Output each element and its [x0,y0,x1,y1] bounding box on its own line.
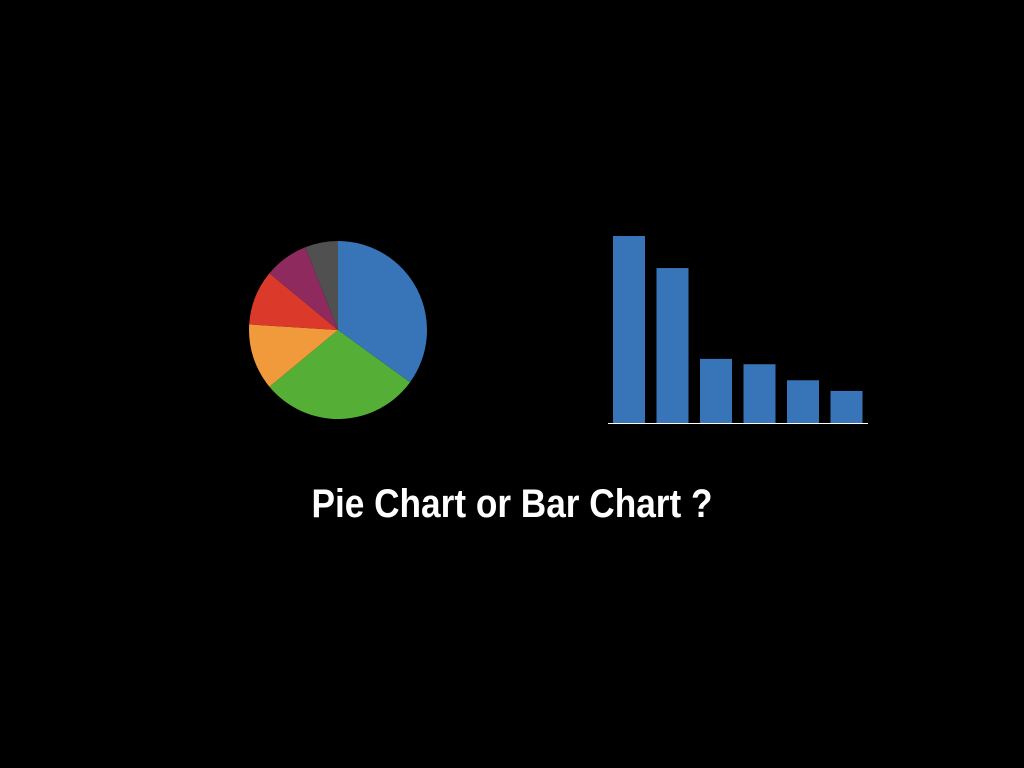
bar-1 [613,236,645,423]
pie-slice-6 [305,241,338,330]
pie-slice-4 [249,273,338,330]
pie-slice-3 [249,324,338,387]
bar-chart [608,236,868,424]
pie-chart [249,241,427,419]
bar-6 [830,390,863,423]
bar-3 [700,358,732,423]
pie-slice-2 [269,330,411,419]
slide-caption: Pie Chart or Bar Chart ? [311,482,713,526]
bar-4 [743,364,776,423]
pie-slice-5 [269,247,338,330]
bar-5 [787,380,819,423]
bar-2 [656,268,689,423]
pie-slice-1 [338,241,427,383]
